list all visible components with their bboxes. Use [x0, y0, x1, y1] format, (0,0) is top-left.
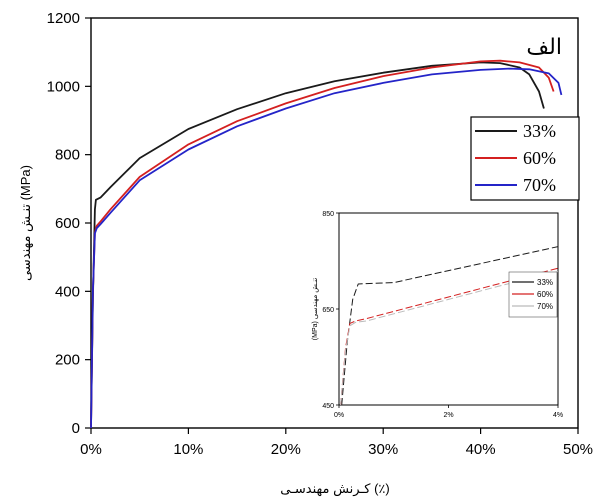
y-tick-label: 400: [55, 283, 80, 300]
inset-y-tick-label: 650: [322, 307, 334, 314]
panel-label: الف: [526, 34, 562, 59]
series-line-2: [90, 59, 555, 429]
series-line-3: [90, 67, 563, 429]
inset-y-axis-label: (MPa) تنـش مهندسی: [312, 278, 319, 340]
x-axis-label: کـرنش مهندسـی (٪): [280, 481, 389, 497]
y-axis-label: تنـش مهندسی (MPa): [18, 165, 34, 281]
x-tick-label: 50%: [563, 441, 593, 458]
inset-series-line-1: [341, 246, 559, 406]
inset-x-tick-label: 4%: [553, 412, 563, 419]
y-tick-label: 200: [55, 352, 80, 369]
inset-legend-label: 33%: [537, 278, 553, 287]
y-tick-label: 800: [55, 147, 80, 164]
legend-label: 70%: [523, 175, 556, 195]
y-tick-label: 0: [72, 420, 80, 437]
x-tick-label: 20%: [271, 441, 301, 458]
x-tick-label: 40%: [466, 441, 496, 458]
inset-legend-label: 70%: [537, 302, 553, 311]
x-tick-label: 10%: [173, 441, 203, 458]
inset-y-tick-label: 450: [322, 403, 334, 410]
legend-label: 60%: [523, 148, 556, 168]
inset-legend-label: 60%: [537, 290, 553, 299]
y-tick-label: 1000: [47, 78, 80, 95]
inset-x-tick-label: 0%: [334, 412, 344, 419]
legend-label: 33%: [523, 121, 556, 141]
series-line-1: [90, 61, 545, 429]
inset-series-line-3: [340, 271, 559, 406]
y-tick-label: 600: [55, 215, 80, 232]
inset-y-tick-label: 850: [322, 211, 334, 218]
x-tick-label: 0%: [80, 441, 102, 458]
x-tick-label: 30%: [368, 441, 398, 458]
inset-x-tick-label: 2%: [443, 412, 453, 419]
y-tick-label: 1200: [47, 10, 80, 27]
